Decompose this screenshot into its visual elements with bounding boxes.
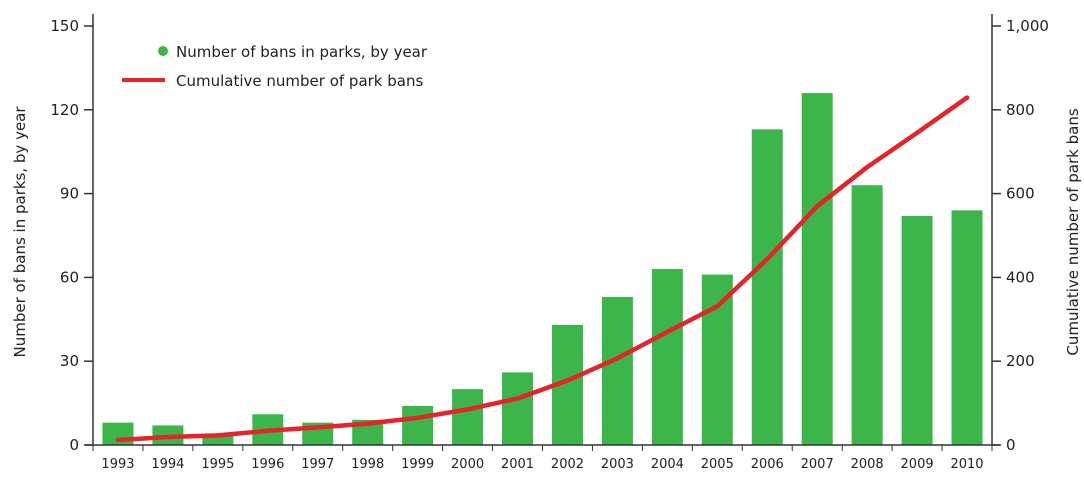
bar-1995 [202, 433, 234, 445]
x-tick-label-1994: 1994 [151, 457, 184, 472]
cumulative-point-1999 [415, 415, 420, 420]
x-tick-label-2007: 2007 [801, 457, 834, 472]
cumulative-point-2004 [665, 329, 670, 335]
bar-2007 [801, 93, 833, 445]
bar-2006 [751, 129, 783, 445]
cumulative-point-2005 [715, 304, 720, 309]
cumulative-point-1995 [215, 433, 221, 438]
bar-2003 [601, 296, 633, 445]
bar-2005 [701, 274, 733, 445]
axes-group: 0 30 60 90 120 150 0 200 400 600 800 1,000 1993 1994 1… [50, 14, 1049, 472]
right-tick-label: 800 [1006, 101, 1035, 119]
cumulative-point-2006 [765, 256, 770, 262]
cumulative-line [115, 95, 970, 443]
x-tick-label-1995: 1995 [201, 457, 234, 472]
bar-1999 [402, 405, 434, 445]
cumulative-point-2008 [864, 165, 870, 170]
left-tick-label: 150 [50, 17, 79, 35]
left-axis-title: Number of bans in parks, by year [11, 106, 29, 358]
left-tick-label: 0 [69, 436, 79, 454]
x-tick-label-2010: 2010 [950, 457, 983, 472]
bar-2008 [851, 185, 883, 445]
cumulative-point-2000 [465, 407, 470, 412]
cumulative-point-2002 [565, 378, 570, 383]
cumulative-point-1994 [165, 434, 171, 440]
right-tick-label: 1,000 [1006, 17, 1049, 35]
x-tick-label-2000: 2000 [451, 457, 484, 472]
x-tick-label-2004: 2004 [651, 457, 684, 472]
x-tick-label-1993: 1993 [101, 457, 134, 472]
x-tick-label-2005: 2005 [701, 457, 734, 472]
x-tick-label-1998: 1998 [351, 457, 384, 472]
bar-2010 [951, 210, 983, 445]
right-axis-title: Cumulative number of park bans [1064, 108, 1082, 355]
cumulative-point-1996 [265, 428, 271, 433]
bar-2004 [651, 269, 683, 445]
legend: Number of bans in parks, by year Cumulat… [122, 43, 428, 90]
bar-2009 [901, 215, 933, 445]
legend-line-label: Cumulative number of park bans [176, 72, 423, 90]
x-tick-label-2006: 2006 [751, 457, 784, 472]
bar-2001 [502, 372, 534, 445]
left-tick-label: 30 [60, 352, 79, 370]
right-tick-label: 0 [1006, 436, 1016, 454]
cumulative-point-2010 [964, 95, 970, 100]
x-tick-label-2003: 2003 [601, 457, 634, 472]
cumulative-point-2003 [615, 356, 620, 361]
cumulative-point-2009 [914, 130, 920, 136]
legend-bar-marker [158, 46, 168, 56]
left-tick-label: 60 [60, 268, 79, 286]
x-tick-label-1997: 1997 [301, 457, 334, 472]
x-tick-label-2001: 2001 [501, 457, 534, 472]
left-tick-label: 120 [50, 101, 79, 119]
x-tick-label-2002: 2002 [551, 457, 584, 472]
bars-group [102, 93, 983, 445]
x-tick-label-1999: 1999 [401, 457, 434, 472]
x-tick-label-1996: 1996 [251, 457, 284, 472]
cumulative-line-group [115, 95, 970, 443]
cumulative-point-1998 [365, 421, 370, 426]
cumulative-point-1993 [115, 437, 121, 443]
legend-bar-label: Number of bans in parks, by year [176, 43, 428, 61]
right-tick-label: 400 [1006, 268, 1035, 286]
cumulative-point-1997 [315, 425, 320, 430]
left-tick-label: 90 [60, 185, 79, 203]
right-tick-label: 200 [1006, 352, 1035, 370]
cumulative-point-2007 [814, 203, 820, 209]
right-tick-label: 600 [1006, 185, 1035, 203]
bar-2000 [452, 389, 484, 445]
x-tick-label-2009: 2009 [901, 457, 934, 472]
cumulative-point-2001 [515, 396, 520, 401]
x-tick-label-2008: 2008 [851, 457, 884, 472]
